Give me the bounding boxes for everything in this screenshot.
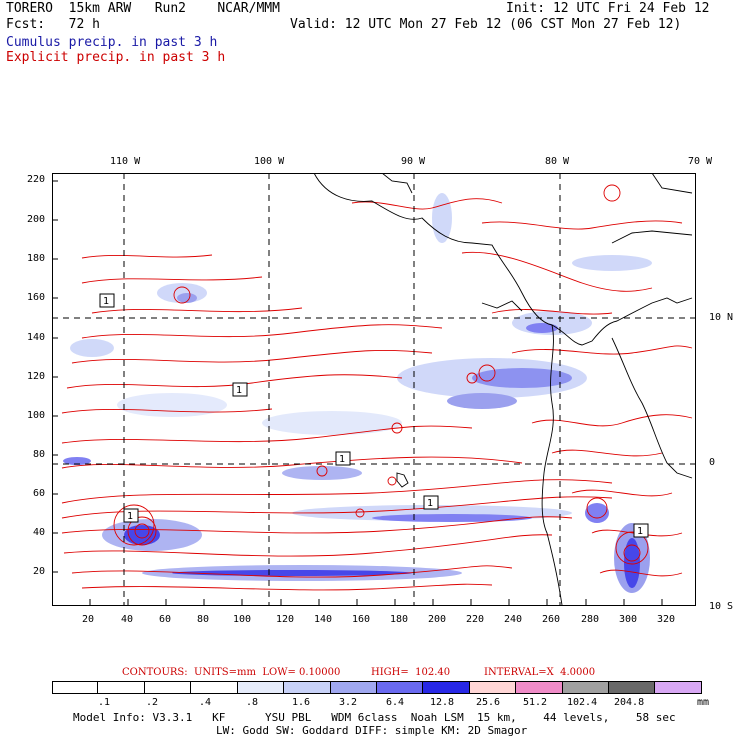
cumulus-precip-shading bbox=[63, 193, 652, 593]
y-tick: 220 bbox=[27, 174, 46, 185]
colorbar-swatch bbox=[423, 681, 470, 694]
colorbar-label: .1 bbox=[98, 697, 111, 708]
lat-label-10n: 10 N bbox=[709, 312, 734, 323]
colorbar-label: 25.6 bbox=[476, 697, 501, 708]
colorbar-swatch bbox=[98, 681, 145, 694]
contours-interval: INTERVAL=X 4.0000 bbox=[484, 667, 596, 678]
svg-text:1: 1 bbox=[236, 385, 242, 396]
colorbar-swatch bbox=[609, 681, 656, 694]
precipitation-map: 1 1 1 1 1 1 bbox=[52, 173, 696, 606]
x-tick: 80 bbox=[197, 614, 210, 625]
colorbar-swatch bbox=[376, 681, 424, 694]
colorbar-swatch bbox=[516, 681, 563, 694]
svg-text:1: 1 bbox=[127, 511, 133, 522]
colorbar-label: 6.4 bbox=[386, 697, 405, 708]
x-tick: 180 bbox=[390, 614, 409, 625]
x-tick: 160 bbox=[352, 614, 371, 625]
contour-marker: 1 bbox=[232, 382, 248, 397]
y-tick: 100 bbox=[27, 410, 46, 421]
colorbar-swatch bbox=[52, 681, 99, 694]
y-tick: 120 bbox=[27, 371, 46, 382]
init-time: Init: 12 UTC Fri 24 Feb 12 bbox=[506, 1, 710, 16]
colorbar-label: 3.2 bbox=[339, 697, 358, 708]
colorbar-swatch bbox=[655, 681, 702, 694]
x-tick: 20 bbox=[82, 614, 95, 625]
colorbar-unit: mm bbox=[697, 697, 710, 708]
y-tick: 20 bbox=[33, 566, 46, 577]
colorbar-swatch bbox=[469, 681, 517, 694]
contour-marker: 1 bbox=[423, 495, 439, 510]
lat-label-0: 0 bbox=[709, 457, 716, 468]
x-tick: 300 bbox=[619, 614, 638, 625]
x-tick: 60 bbox=[159, 614, 172, 625]
contour-marker: 1 bbox=[123, 508, 139, 523]
x-tick: 200 bbox=[428, 614, 447, 625]
y-tick: 80 bbox=[33, 449, 46, 460]
cumulus-legend: Cumulus precip. in past 3 h bbox=[6, 35, 218, 50]
colorbar-label: .8 bbox=[246, 697, 259, 708]
lat-label-10s: 10 S bbox=[709, 601, 734, 612]
colorbar-label: 204.8 bbox=[614, 697, 645, 708]
model-info-line1: Model Info: V3.3.1 KF YSU PBL WDM 6class… bbox=[73, 711, 676, 724]
lon-label-90w: 90 W bbox=[401, 156, 426, 167]
x-tick: 100 bbox=[233, 614, 252, 625]
model-info-line2: LW: Godd SW: Goddard DIFF: simple KM: 2D… bbox=[216, 724, 528, 737]
lon-label-100w: 100 W bbox=[254, 156, 285, 167]
forecast-hour: Fcst: 72 h bbox=[6, 17, 100, 32]
x-tick: 240 bbox=[504, 614, 523, 625]
colorbar-label: 12.8 bbox=[430, 697, 455, 708]
x-tick: 120 bbox=[276, 614, 295, 625]
y-tick: 160 bbox=[27, 292, 46, 303]
x-tick: 140 bbox=[314, 614, 333, 625]
y-tick: 180 bbox=[27, 253, 46, 264]
colorbar-label: 102.4 bbox=[567, 697, 598, 708]
explicit-legend: Explicit precip. in past 3 h bbox=[6, 50, 226, 65]
svg-text:1: 1 bbox=[637, 526, 643, 537]
explicit-precip-contours bbox=[61, 184, 693, 591]
contours-info: CONTOURS: UNITS=mm LOW= 0.10000 bbox=[122, 667, 341, 678]
colorbar-swatch bbox=[562, 681, 610, 694]
colorbar-swatch bbox=[284, 681, 331, 694]
colorbar-swatch bbox=[330, 681, 377, 694]
y-tick: 60 bbox=[33, 488, 46, 499]
contour-marker: 1 bbox=[99, 293, 115, 308]
precip-colorbar bbox=[52, 681, 702, 694]
svg-text:1: 1 bbox=[339, 454, 345, 465]
frame-ticks bbox=[52, 180, 663, 605]
x-tick: 280 bbox=[581, 614, 600, 625]
x-tick: 40 bbox=[121, 614, 134, 625]
colorbar-label: .4 bbox=[199, 697, 212, 708]
contour-labels: 1 1 1 1 1 1 bbox=[99, 293, 649, 538]
lon-label-110w: 110 W bbox=[110, 156, 141, 167]
x-tick: 260 bbox=[542, 614, 561, 625]
svg-text:1: 1 bbox=[103, 296, 109, 307]
contour-marker: 1 bbox=[335, 451, 351, 466]
coastlines bbox=[313, 173, 693, 606]
colorbar-swatch bbox=[144, 681, 192, 694]
svg-text:1: 1 bbox=[427, 498, 433, 509]
contours-high: HIGH= 102.40 bbox=[371, 667, 451, 678]
colorbar-label: 1.6 bbox=[292, 697, 311, 708]
model-title: TORERO 15km ARW Run2 NCAR/MMM bbox=[6, 1, 280, 16]
y-tick: 40 bbox=[33, 527, 46, 538]
y-tick: 140 bbox=[27, 332, 46, 343]
contour-marker: 1 bbox=[633, 523, 649, 538]
colorbar-swatch bbox=[237, 681, 285, 694]
x-tick: 320 bbox=[657, 614, 676, 625]
graticule bbox=[52, 173, 696, 606]
x-tick: 220 bbox=[466, 614, 485, 625]
valid-time: Valid: 12 UTC Mon 27 Feb 12 (06 CST Mon … bbox=[290, 17, 682, 32]
colorbar-label: 51.2 bbox=[523, 697, 548, 708]
y-tick: 200 bbox=[27, 214, 46, 225]
lon-label-80w: 80 W bbox=[545, 156, 570, 167]
lon-label-70w: 70 W bbox=[688, 156, 713, 167]
colorbar-label: .2 bbox=[146, 697, 159, 708]
colorbar-swatch bbox=[191, 681, 238, 694]
